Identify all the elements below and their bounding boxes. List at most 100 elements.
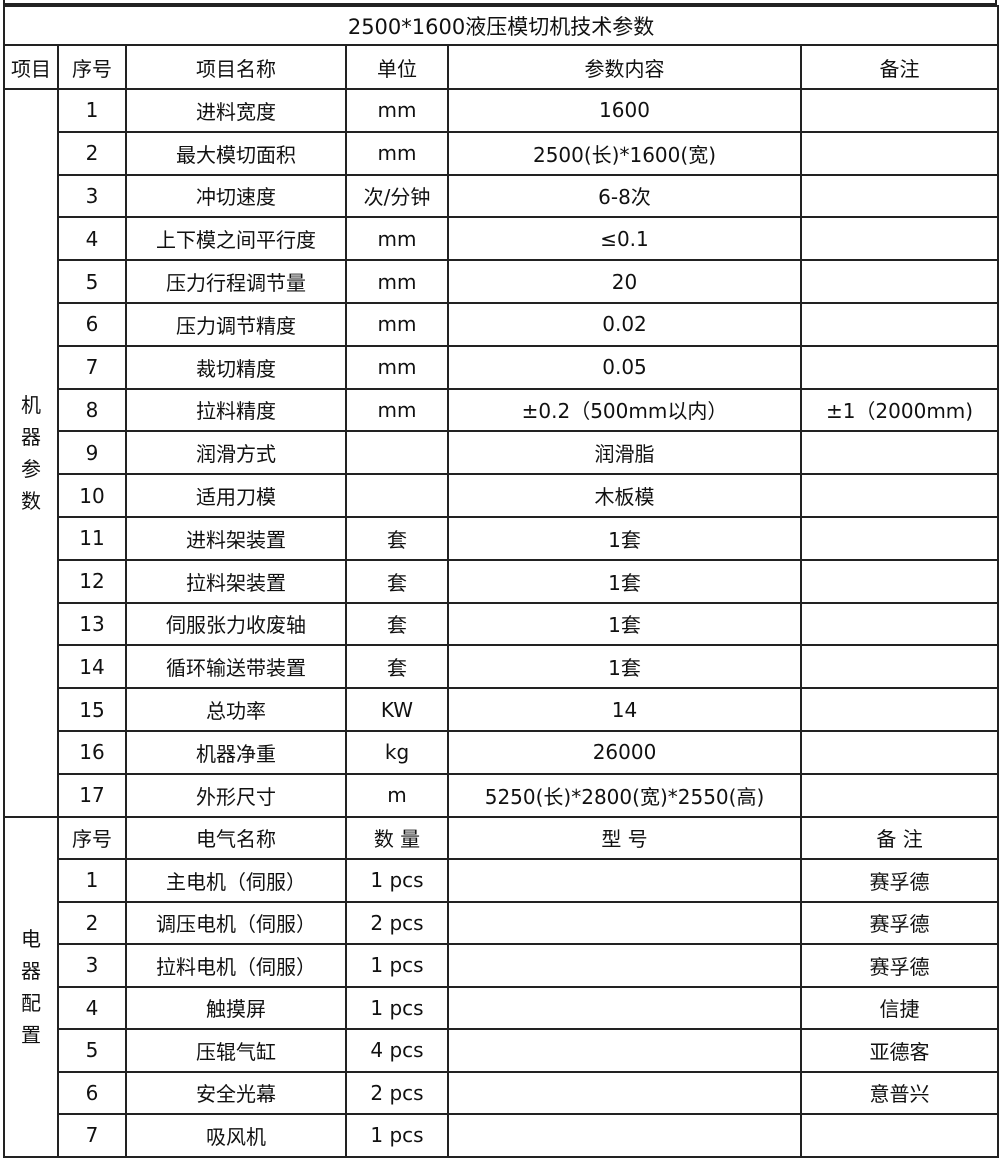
cell-value: 20 <box>447 259 802 304</box>
cell-remark <box>799 687 1000 732</box>
table-row: 16 机器净重 kg 26000 <box>4 729 1000 775</box>
cell-unit: m <box>345 772 449 818</box>
cell-seq: 4 <box>57 216 127 262</box>
cell-name: 伺服张力收废轴 <box>125 601 347 647</box>
cell-remark: 赛孚德 <box>799 858 1000 903</box>
cell-model <box>447 900 802 946</box>
cell-remark <box>799 1113 1000 1158</box>
table-row: 4 触摸屏 1 pcs 信捷 <box>4 985 1000 1031</box>
table-row: 11 进料架装置套 1套 <box>4 515 1000 561</box>
cell-unit: 套 <box>345 644 449 690</box>
group-label: 机器参数 <box>21 392 41 513</box>
cell-seq: 4 <box>57 985 127 1031</box>
cell-value: 1套 <box>447 601 802 647</box>
cell-value: 6-8次 <box>447 173 802 219</box>
cell-name: 安全光幕 <box>125 1070 347 1116</box>
cell-name: 润滑方式 <box>125 430 347 476</box>
header-cell: 序号 <box>57 44 127 90</box>
top-border-strip <box>3 0 997 5</box>
table-title: 2500*1600液压模切机技术参数 <box>2 5 1000 46</box>
cell-name: 进料架装置 <box>125 515 347 561</box>
header-cell: 项目 <box>3 44 59 90</box>
table-row: 6 安全光幕 2 pcs 意普兴 <box>4 1070 1000 1116</box>
header-cell: 数 量 <box>345 815 449 861</box>
cell-seq: 11 <box>57 515 127 561</box>
table-row: 4 上下模之间平行度 mm ≤0.1 <box>4 216 1000 262</box>
cell-qty: 2 pcs <box>345 1070 449 1116</box>
cell-value: 0.02 <box>447 301 802 347</box>
cell-name: 外形尺寸 <box>125 772 347 818</box>
table-row: 3 拉料电机（伺服） 1 pcs 赛孚德 <box>4 943 1000 988</box>
cell-name: 裁切精度 <box>125 344 347 390</box>
cell-unit: mm <box>345 301 449 347</box>
cell-value: ≤0.1 <box>447 216 802 262</box>
cell-qty: 2 pcs <box>345 900 449 946</box>
cell-seq: 6 <box>57 301 127 347</box>
table-row: 5 压辊气缸 4 pcs 亚德客 <box>4 1028 1000 1073</box>
table-row: 17 外形尺寸 m 5250(长)*2800(宽)*2550(高) <box>4 772 1000 818</box>
cell-name: 吸风机 <box>125 1113 347 1158</box>
table-row: 5 压力行程调节量 mm 20 <box>4 259 1000 304</box>
cell-value: 木板模 <box>447 473 802 518</box>
cell-unit: kg <box>345 729 449 775</box>
cell-name: 最大模切面积 <box>125 130 347 176</box>
cell-seq: 5 <box>57 1028 127 1073</box>
table-row: 10 适用刀模 木板模 <box>4 473 1000 518</box>
cell-remark <box>799 344 1000 390</box>
cell-seq: 1 <box>57 88 127 133</box>
cell-seq: 15 <box>57 687 127 732</box>
cell-value: 润滑脂 <box>447 430 802 476</box>
cell-unit: 套 <box>345 515 449 561</box>
cell-name: 循环输送带装置 <box>125 644 347 690</box>
cell-seq: 10 <box>57 473 127 518</box>
cell-seq: 14 <box>57 644 127 690</box>
cell-name: 进料宽度 <box>125 88 347 133</box>
cell-seq: 3 <box>57 173 127 219</box>
table-row: 1 主电机（伺服） 1 pcs 赛孚德 <box>4 858 1000 903</box>
cell-qty: 1 pcs <box>345 1113 449 1158</box>
cell-name: 拉料精度 <box>125 387 347 433</box>
cell-qty: 4 pcs <box>345 1028 449 1073</box>
machine-params-group: 机器参数 <box>3 88 59 818</box>
cell-remark <box>799 473 1000 518</box>
cell-remark: 意普兴 <box>799 1070 1000 1116</box>
cell-remark <box>799 601 1000 647</box>
cell-name: 调压电机（伺服） <box>125 900 347 946</box>
cell-remark <box>799 515 1000 561</box>
spec-table: 2500*1600液压模切机技术参数 项目 序号 项目名称 单位 参数内容 备注… <box>2 5 1000 1158</box>
electrical-config-group: 电器配置 <box>3 815 59 1158</box>
cell-name: 拉料架装置 <box>125 558 347 604</box>
cell-remark <box>799 259 1000 304</box>
cell-value: 0.05 <box>447 344 802 390</box>
cell-name: 总功率 <box>125 687 347 732</box>
cell-name: 适用刀模 <box>125 473 347 518</box>
electrical-header-row: 电器配置 序号 电气名称数 量型 号备 注 <box>3 815 1000 1158</box>
cell-seq: 3 <box>57 943 127 988</box>
cell-qty: 1 pcs <box>345 943 449 988</box>
header-cell: 项目名称 <box>125 44 347 90</box>
cell-unit: mm <box>345 88 449 133</box>
cell-unit: mm <box>345 216 449 262</box>
cell-remark: 赛孚德 <box>799 943 1000 988</box>
cell-remark: 信捷 <box>799 985 1000 1031</box>
table-row: 8 拉料精度 mm ±0.2（500mm以内） ±1（2000mm) <box>4 387 1000 433</box>
cell-name: 压力调节精度 <box>125 301 347 347</box>
cell-unit: mm <box>345 259 449 304</box>
cell-model <box>447 943 802 988</box>
cell-seq: 12 <box>57 558 127 604</box>
cell-name: 冲切速度 <box>125 173 347 219</box>
cell-unit: 套 <box>345 558 449 604</box>
cell-value: ±0.2（500mm以内） <box>447 387 802 433</box>
cell-seq: 2 <box>57 900 127 946</box>
header-cell: 序号 <box>57 815 127 861</box>
table-row: 机器参数 1 进料宽度 mm 1600 <box>3 88 1000 818</box>
table-row: 13 伺服张力收废轴套 1套 <box>4 601 1000 647</box>
cell-unit: KW <box>345 687 449 732</box>
cell-remark <box>799 644 1000 690</box>
cell-remark <box>799 430 1000 476</box>
cell-seq: 17 <box>57 772 127 818</box>
cell-unit: mm <box>345 387 449 433</box>
cell-name: 上下模之间平行度 <box>125 216 347 262</box>
cell-value: 1套 <box>447 558 802 604</box>
cell-unit <box>345 430 449 476</box>
